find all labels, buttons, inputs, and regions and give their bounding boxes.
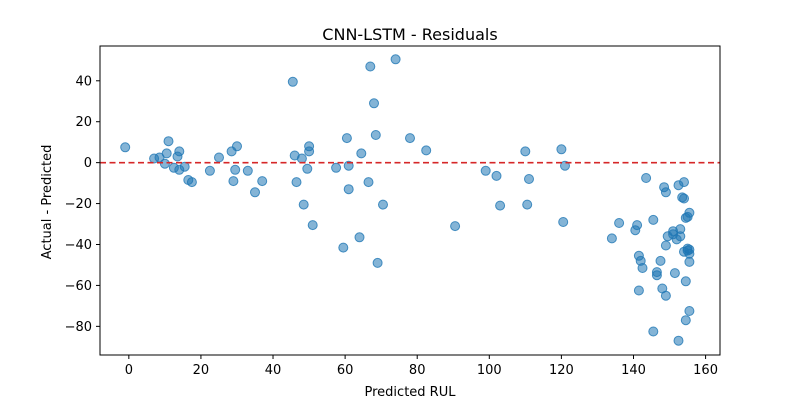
y-tick-label: −80	[65, 320, 92, 335]
data-point	[637, 263, 648, 273]
data-point	[641, 173, 652, 183]
data-point	[684, 306, 695, 316]
data-point	[524, 174, 534, 184]
data-point	[491, 170, 502, 181]
x-tick-label: 120	[549, 363, 574, 378]
data-point	[405, 133, 415, 144]
data-point	[363, 177, 374, 188]
y-tick-label: 0	[84, 156, 92, 171]
data-point	[186, 177, 197, 188]
data-point	[287, 76, 298, 87]
x-axis-label: Predicted RUL	[365, 385, 457, 400]
y-tick-label: 20	[75, 115, 92, 130]
data-point	[558, 217, 569, 227]
data-point	[307, 220, 318, 231]
data-point	[242, 165, 253, 176]
data-point	[680, 315, 691, 326]
y-tick-label: −60	[65, 279, 92, 294]
data-point	[495, 200, 506, 211]
x-tick-label: 140	[621, 363, 646, 378]
data-point	[679, 177, 689, 188]
data-point	[120, 142, 131, 153]
x-tick-label: 160	[693, 363, 718, 378]
data-point	[163, 136, 174, 147]
data-point	[378, 199, 388, 210]
data-point	[680, 276, 691, 287]
data-point	[684, 207, 695, 218]
data-point	[675, 231, 686, 242]
data-point	[304, 141, 315, 152]
data-point	[660, 290, 671, 301]
x-axis-ticks: 0 20 40 60 80 100 120 140 160	[125, 355, 718, 378]
data-point	[343, 184, 354, 195]
data-point	[179, 161, 190, 172]
data-point	[356, 148, 367, 159]
data-point	[522, 199, 533, 210]
data-point	[331, 162, 342, 173]
y-tick-label: −20	[65, 197, 92, 212]
data-point	[298, 199, 309, 210]
data-point	[655, 255, 666, 266]
x-tick-label: 40	[265, 363, 282, 378]
data-point	[651, 270, 662, 281]
y-tick-label: −40	[65, 238, 92, 253]
data-point	[230, 164, 241, 175]
chart-title: CNN-LSTM - Residuals	[322, 25, 497, 44]
data-point	[520, 146, 531, 157]
data-point	[560, 160, 570, 171]
data-point	[614, 218, 625, 228]
data-point	[556, 144, 567, 155]
data-point	[390, 54, 401, 65]
data-point	[338, 242, 349, 253]
data-point	[606, 233, 617, 244]
data-point	[250, 187, 260, 198]
data-point	[370, 130, 381, 140]
x-tick-label: 60	[337, 363, 354, 378]
data-point	[343, 160, 354, 171]
data-point	[421, 145, 432, 156]
data-point	[204, 165, 215, 176]
data-point	[480, 165, 491, 176]
y-axis-ticks: −80 −60 −40 −20 0 20 40	[65, 74, 100, 335]
data-point	[232, 141, 242, 152]
data-point	[684, 256, 695, 267]
data-point	[174, 146, 185, 157]
data-point	[679, 193, 689, 204]
x-tick-label: 0	[125, 363, 133, 378]
data-point	[660, 240, 671, 251]
points-layer	[120, 54, 695, 346]
data-point	[648, 326, 659, 337]
data-point	[257, 176, 268, 187]
data-point	[159, 158, 170, 169]
data-point	[450, 221, 461, 232]
data-point	[684, 244, 695, 255]
y-tick-label: 40	[75, 74, 92, 89]
data-point	[228, 176, 239, 187]
plot-frame	[99, 45, 721, 356]
data-point	[365, 61, 376, 72]
data-point	[372, 257, 383, 268]
data-point	[633, 285, 644, 296]
x-tick-label: 80	[409, 363, 426, 378]
x-tick-label: 100	[477, 363, 502, 378]
data-point	[341, 133, 352, 144]
x-tick-label: 20	[193, 363, 210, 378]
data-point	[369, 98, 379, 109]
data-point	[296, 153, 307, 164]
data-point	[291, 177, 302, 188]
data-point	[673, 335, 684, 346]
data-point	[214, 152, 224, 163]
data-point	[648, 214, 659, 225]
data-point	[302, 163, 313, 174]
data-point	[660, 187, 671, 198]
data-point	[161, 148, 172, 159]
data-point	[632, 220, 643, 231]
y-axis-label: Actual - Predicted	[40, 145, 55, 260]
data-point	[669, 268, 680, 279]
data-point	[354, 232, 365, 243]
